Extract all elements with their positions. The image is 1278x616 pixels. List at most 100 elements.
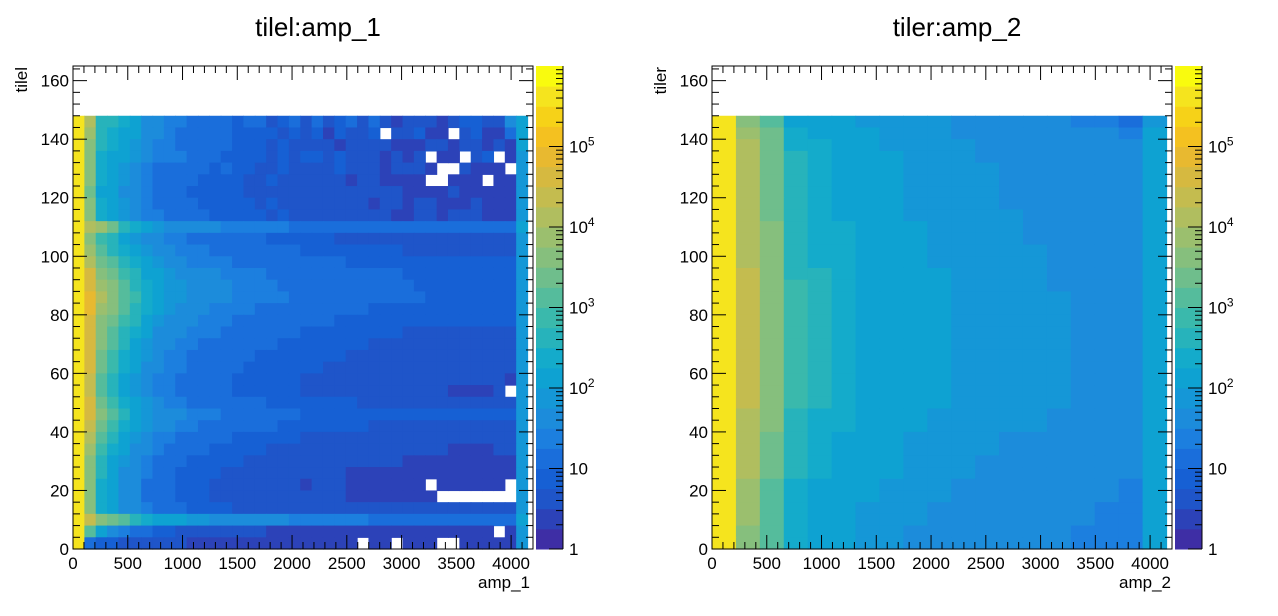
heatmap-cell: [254, 303, 267, 316]
heatmap-cell: [73, 338, 85, 351]
heatmap-cell: [73, 478, 85, 492]
heatmap-cell: [482, 396, 495, 410]
heatmap-cell: [197, 385, 210, 398]
heatmap-cell: [243, 420, 256, 433]
heatmap-cell: [266, 443, 279, 456]
heatmap-cell: [175, 256, 188, 269]
heatmap-cell: [999, 373, 1024, 386]
heatmap-cell: [712, 408, 737, 421]
heatmap-cell: [855, 455, 881, 468]
heatmap-cell: [95, 150, 108, 164]
heatmap-cell: [951, 431, 976, 445]
heatmap-cell: [1070, 174, 1096, 187]
heatmap-cell: [712, 478, 737, 492]
heatmap-cell: [152, 513, 165, 527]
heatmap-cell: [357, 396, 370, 410]
y-tick-label: 120: [41, 189, 69, 208]
heatmap-cell: [84, 502, 97, 515]
heatmap-cell: [391, 221, 404, 234]
heatmap-cell: [831, 174, 857, 187]
heatmap-cell: [807, 490, 833, 503]
heatmap-cell: [152, 385, 165, 398]
heatmap-cell: [300, 455, 313, 468]
heatmap-cell: [209, 267, 222, 281]
heatmap-cell: [447, 408, 460, 421]
heatmap-cell: [1118, 232, 1144, 246]
heatmap-cell: [413, 525, 426, 538]
heatmap-cell: [345, 221, 358, 234]
heatmap-cell: [129, 267, 142, 281]
heatmap-cell: [425, 256, 438, 269]
heatmap-cell: [95, 478, 108, 492]
heatmap-cell: [232, 127, 245, 140]
x-tick-label: 1500: [218, 554, 256, 573]
heatmap-cell: [712, 279, 737, 292]
heatmap-cell: [209, 127, 222, 140]
heatmap-cell: [129, 256, 142, 269]
heatmap-cell: [129, 150, 142, 164]
heatmap-cell: [277, 373, 290, 386]
heatmap-cell: [73, 303, 85, 316]
heatmap-cell: [107, 244, 120, 257]
heatmap-cell: [391, 513, 404, 527]
heatmap-cell: [254, 209, 267, 222]
heatmap-cell: [141, 443, 154, 456]
heatmap-cell: [1142, 244, 1168, 257]
heatmap-cell: [927, 467, 952, 480]
heatmap-cell: [379, 256, 392, 269]
heatmap-cell: [807, 127, 833, 140]
heatmap-cell: [220, 361, 233, 374]
heatmap-cell: [459, 525, 472, 538]
heatmap-cell: [413, 314, 426, 328]
heatmap-cell: [855, 420, 881, 433]
heatmap-cell: [129, 431, 142, 445]
heatmap-cell: [470, 314, 483, 328]
heatmap-cell: [783, 244, 809, 257]
colorbar-segment: [536, 388, 563, 409]
heatmap-cell: [855, 349, 881, 363]
heatmap-cell: [84, 537, 97, 550]
heatmap-cell: [232, 525, 245, 538]
heatmap-cell: [459, 408, 472, 421]
heatmap-cell: [879, 385, 904, 398]
heatmap-cell: [266, 221, 279, 234]
heatmap-cell: [855, 197, 881, 211]
heatmap-cell: [712, 162, 737, 175]
heatmap-cell: [425, 513, 438, 527]
y-tick-label: 160: [680, 72, 708, 91]
heatmap-cell: [831, 502, 857, 515]
heatmap-cell: [197, 338, 210, 351]
heatmap-cell: [951, 279, 976, 292]
heatmap-cell: [1118, 209, 1144, 222]
heatmap-cell: [879, 420, 904, 433]
heatmap-cell: [413, 279, 426, 292]
heatmap-cell: [266, 314, 279, 328]
heatmap-cell: [493, 431, 506, 445]
heatmap-cell: [118, 186, 131, 199]
heatmap-cell: [186, 443, 199, 456]
heatmap-cell: [783, 256, 809, 269]
heatmap-cell: [712, 431, 737, 445]
heatmap-cell: [379, 525, 392, 538]
heatmap-cell: [807, 502, 833, 515]
heatmap-cell: [975, 513, 1000, 527]
heatmap-cell: [243, 221, 256, 234]
heatmap-cell: [197, 467, 210, 480]
heatmap-cell: [266, 467, 279, 480]
heatmap-cell: [186, 431, 199, 445]
heatmap-cell: [129, 502, 142, 515]
heatmap-cell: [735, 455, 761, 468]
heatmap-cell: [186, 513, 199, 527]
heatmap-cell: [334, 267, 347, 281]
heatmap-cell: [413, 150, 426, 164]
heatmap-cell: [402, 455, 415, 468]
heatmap-cell: [197, 115, 210, 129]
heatmap-cell: [903, 361, 928, 374]
heatmap-cell: [999, 115, 1024, 129]
heatmap-cell: [425, 232, 438, 246]
heatmap-cell: [163, 174, 176, 187]
heatmap-cell: [345, 443, 358, 456]
heatmap-cell: [516, 338, 529, 351]
heatmap-cell: [402, 408, 415, 421]
heatmap-cell: [493, 338, 506, 351]
